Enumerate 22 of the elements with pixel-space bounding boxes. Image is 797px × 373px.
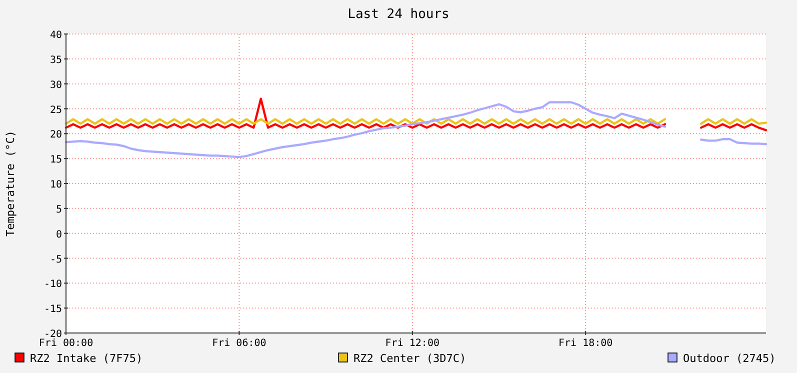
x-tick-label: Fri 06:00 xyxy=(212,338,266,349)
y-axis-title: Temperature (°C) xyxy=(4,130,17,236)
x-tick-label: Fri 00:00 xyxy=(38,338,94,349)
legend-label: Outdoor (2745) xyxy=(683,352,776,365)
y-tick-label: 40 xyxy=(50,30,62,41)
legend-label: RZ2 Center (3D7C) xyxy=(354,352,466,365)
y-tick-label: 35 xyxy=(50,54,62,66)
y-tick-label: 5 xyxy=(56,204,62,216)
y-tick-label: 25 xyxy=(50,104,62,116)
y-tick-label: 10 xyxy=(50,180,62,190)
y-tick-label: 20 xyxy=(50,130,62,141)
y-tick-label: -10 xyxy=(44,279,62,290)
y-tick-label: 30 xyxy=(50,80,62,91)
y-tick-label: 0 xyxy=(56,229,62,240)
y-tick-label: -20 xyxy=(44,329,62,340)
x-tick-label: Fri 18:00 xyxy=(558,338,613,349)
chart-title: Last 24 hours xyxy=(348,7,450,22)
y-tick-label: -15 xyxy=(44,304,62,316)
legend-label: RZ2 Intake (7F75) xyxy=(30,352,143,365)
y-tick-label: -5 xyxy=(50,254,62,266)
y-tick-label: 15 xyxy=(50,154,62,166)
x-tick-label: Fri 12:00 xyxy=(385,338,440,349)
